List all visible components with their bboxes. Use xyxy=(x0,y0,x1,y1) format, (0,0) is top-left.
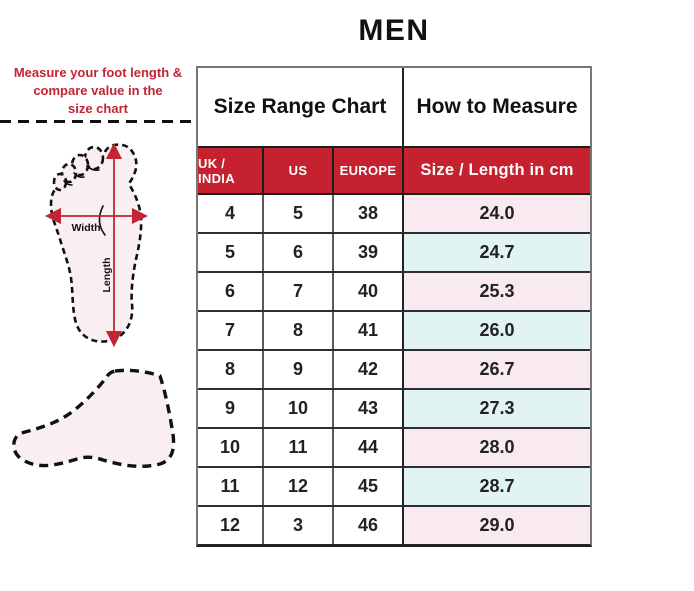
cell-uk: 7 xyxy=(198,312,264,349)
instruction-line: size chart xyxy=(68,101,128,116)
table-row: 8 9 42 26.7 xyxy=(198,351,590,390)
cell-europe: 40 xyxy=(334,273,404,310)
cell-uk: 9 xyxy=(198,390,264,427)
toe-crease xyxy=(73,172,85,178)
side-foot-outline xyxy=(12,368,176,468)
width-label: Width xyxy=(71,222,100,234)
cell-us: 10 xyxy=(264,390,334,427)
footprint-illustration: Width Length xyxy=(44,142,149,347)
column-header-row: UK / INDIA US EUROPE Size / Length in cm xyxy=(198,146,590,195)
cell-uk: 12 xyxy=(198,507,264,544)
column-header-europe: EUROPE xyxy=(334,148,404,193)
table-row: 4 5 38 24.0 xyxy=(198,195,590,234)
instruction-line: compare value in the xyxy=(33,83,163,98)
table-row: 10 11 44 28.0 xyxy=(198,429,590,468)
size-chart-table: Size Range Chart How to Measure UK / IND… xyxy=(196,66,592,547)
cell-cm: 25.3 xyxy=(404,273,590,310)
cell-uk: 10 xyxy=(198,429,264,466)
dashed-divider xyxy=(0,120,197,123)
how-to-measure-header: How to Measure xyxy=(416,95,578,118)
cell-cm: 29.0 xyxy=(404,507,590,544)
table-row: 12 3 46 29.0 xyxy=(198,507,590,544)
cell-cm: 27.3 xyxy=(404,390,590,427)
cell-uk: 4 xyxy=(198,195,264,232)
toe-icon xyxy=(70,153,90,177)
table-row: 6 7 40 25.3 xyxy=(198,273,590,312)
cell-uk: 6 xyxy=(198,273,264,310)
cell-us: 9 xyxy=(264,351,334,388)
instruction-text: Measure your foot length & compare value… xyxy=(0,64,196,118)
cell-uk: 8 xyxy=(198,351,264,388)
cell-us: 7 xyxy=(264,273,334,310)
toe-icon xyxy=(52,172,68,192)
cell-cm: 26.7 xyxy=(404,351,590,388)
toe-icon xyxy=(60,162,78,184)
table-row: 11 12 45 28.7 xyxy=(198,468,590,507)
side-foot-illustration xyxy=(12,368,176,468)
cell-cm: 24.0 xyxy=(404,195,590,232)
toe-crease xyxy=(86,165,100,171)
table-row: 9 10 43 27.3 xyxy=(198,390,590,429)
instruction-line: Measure your foot length & xyxy=(13,65,183,80)
cell-cm: 24.7 xyxy=(404,234,590,271)
cell-cm: 28.7 xyxy=(404,468,590,505)
cell-us: 12 xyxy=(264,468,334,505)
cell-us: 8 xyxy=(264,312,334,349)
cell-europe: 44 xyxy=(334,429,404,466)
column-header-us: US xyxy=(264,148,334,193)
cell-us: 5 xyxy=(264,195,334,232)
cell-uk: 11 xyxy=(198,468,264,505)
toe-crease xyxy=(63,180,73,186)
length-label: Length xyxy=(101,258,113,293)
table-header-row: Size Range Chart How to Measure xyxy=(198,68,590,146)
cell-cm: 26.0 xyxy=(404,312,590,349)
cell-cm: 28.0 xyxy=(404,429,590,466)
table-row: 7 8 41 26.0 xyxy=(198,312,590,351)
cell-us: 6 xyxy=(264,234,334,271)
cell-europe: 43 xyxy=(334,390,404,427)
cell-europe: 38 xyxy=(334,195,404,232)
size-range-chart-header: Size Range Chart xyxy=(198,68,404,146)
cell-europe: 45 xyxy=(334,468,404,505)
table-row: 5 6 39 24.7 xyxy=(198,234,590,273)
column-header-cm: Size / Length in cm xyxy=(420,161,574,179)
cell-europe: 42 xyxy=(334,351,404,388)
table-body: 4 5 38 24.0 5 6 39 24.7 6 7 40 25.3 7 8 … xyxy=(198,195,590,544)
cell-uk: 5 xyxy=(198,234,264,271)
cell-europe: 41 xyxy=(334,312,404,349)
cell-europe: 46 xyxy=(334,507,404,544)
column-header-uk-india: UK / INDIA xyxy=(198,148,264,193)
page-title: MEN xyxy=(358,14,430,47)
cell-europe: 39 xyxy=(334,234,404,271)
cell-us: 11 xyxy=(264,429,334,466)
cell-us: 3 xyxy=(264,507,334,544)
